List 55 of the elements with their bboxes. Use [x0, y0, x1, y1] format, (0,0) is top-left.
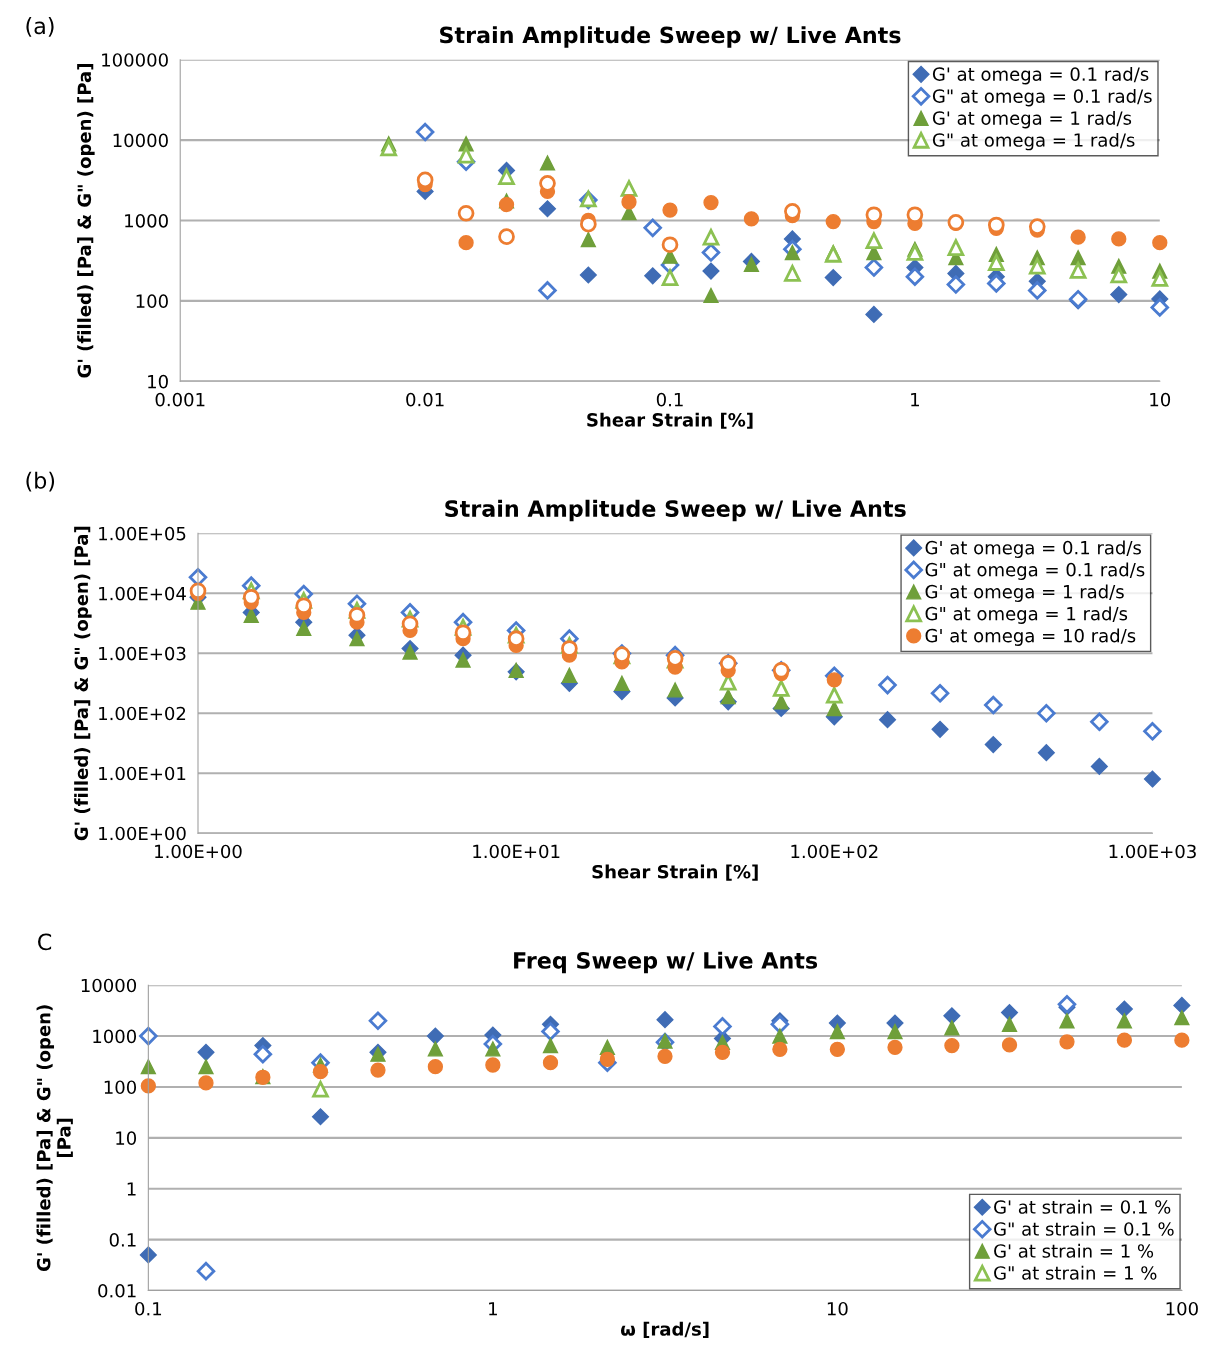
legend-label: G' at omega = 1 rad/s: [925, 584, 1124, 602]
y-tick-label: 1.00E+00: [99, 826, 186, 841]
x-tick-label: 1: [911, 392, 919, 407]
y-tick-label: 1: [127, 1182, 136, 1196]
y-axis-title: G' (filled) [Pa] & G" (open) [Pa]: [74, 526, 92, 841]
x-tick-label: 100: [1166, 1301, 1198, 1316]
text: (b): [26, 471, 55, 492]
y-tick-label: 1000: [125, 213, 168, 228]
legend-label: G" at omega = 1 rad/s: [932, 132, 1135, 151]
x-tick-label: 10: [827, 1301, 848, 1316]
y-tick-label: 100000: [102, 53, 168, 67]
x-tick-label: 1.00E+03: [1109, 844, 1196, 859]
legend-label: G" at strain = 1 %: [994, 1265, 1157, 1280]
chart-title: Strain Amplitude Sweep w/ Live Ants: [445, 499, 906, 522]
x-tick-label: 1.00E+00: [155, 844, 242, 859]
y-tick-label: 1.00E+01: [99, 766, 186, 781]
x-tick-label: 0.01: [406, 392, 444, 407]
x-tick-label: 1: [489, 1302, 497, 1316]
legend-label: G' at omega = 1 rad/s: [932, 110, 1132, 129]
x-tick-label: 1.00E+01: [473, 844, 560, 859]
chart-title: Strain Amplitude Sweep w/ Live Ants: [440, 26, 901, 48]
y-axis-title: G' (filled) [Pa] & G" (open) [Pa]: [36, 1005, 73, 1272]
x-tick-label: 0.001: [155, 392, 205, 407]
legend-label: G" at omega = 0.1 rad/s: [925, 562, 1145, 580]
y-tick-label: 100: [104, 1080, 137, 1095]
chart-title: Freq Sweep w/ Live Ants: [514, 951, 818, 974]
y-tick-label: 10: [116, 1131, 137, 1145]
y-tick-label: 100: [136, 294, 168, 309]
x-axis-title: ω [rad/s]: [620, 1321, 709, 1338]
x-tick-label: 1.00E+02: [791, 844, 878, 859]
y-tick-label: 1.00E+05: [99, 526, 186, 541]
y-tick-label: 1000: [93, 1029, 137, 1044]
x-axis-title: Shear Strain [%]: [592, 864, 758, 881]
x-axis-title: Shear Strain [%]: [587, 412, 753, 429]
x-tick-label: 10: [1150, 392, 1171, 407]
y-tick-label: 10: [148, 374, 168, 389]
y-axis-title: G' (filled) [Pa] & G" (open) [Pa]: [77, 64, 95, 378]
legend-label: G" at strain = 0.1 %: [994, 1221, 1174, 1236]
legend-label: G' at omega = 0.1 rad/s: [925, 540, 1141, 558]
y-tick-label: 0.01: [98, 1283, 136, 1298]
legend-label: G' at strain = 1 %: [994, 1243, 1154, 1258]
legend-label: G' at omega = 0.1 rad/s: [932, 66, 1149, 85]
y-tick-label: 1.00E+03: [99, 646, 186, 661]
legend-label: G' at strain = 0.1 %: [994, 1199, 1171, 1214]
legend-label: G' at omega = 10 rad/s: [925, 628, 1136, 646]
text: (a): [26, 17, 54, 37]
y-tick-label: 1.00E+02: [99, 706, 186, 721]
legend-label: G" at omega = 0.1 rad/s: [932, 88, 1152, 107]
legend-label: G" at omega = 1 rad/s: [925, 606, 1128, 624]
x-tick-label: 0.1: [656, 392, 683, 407]
y-tick-label: 0.1: [109, 1233, 136, 1247]
text: C: [38, 933, 52, 951]
y-tick-label: 1.00E+04: [99, 586, 186, 601]
y-tick-label: 10000: [81, 978, 137, 993]
y-tick-label: 10000: [113, 133, 168, 148]
